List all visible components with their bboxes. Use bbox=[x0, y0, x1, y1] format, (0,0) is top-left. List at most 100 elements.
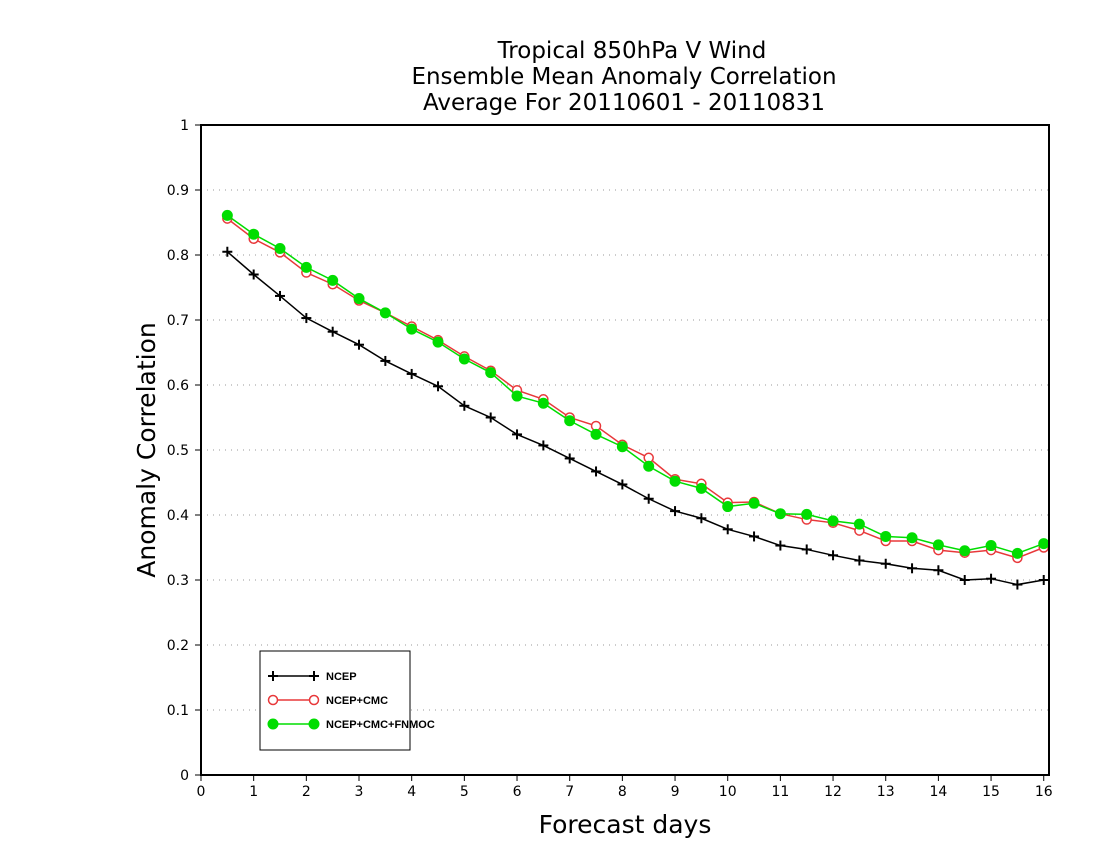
series-ncep-cmc bbox=[222, 213, 1049, 564]
filled-circle-marker bbox=[906, 532, 918, 544]
filled-circle-marker bbox=[1038, 538, 1050, 550]
y-tick-label: 0.3 bbox=[167, 573, 189, 589]
plus-marker bbox=[670, 506, 681, 517]
plus-marker bbox=[696, 513, 707, 524]
filled-circle-marker bbox=[827, 515, 839, 527]
legend-label: NCEP+CMC+FNMOC bbox=[326, 719, 435, 731]
open-circle-marker bbox=[308, 694, 320, 706]
plus-marker bbox=[591, 466, 602, 477]
filled-circle-marker bbox=[327, 274, 339, 286]
filled-circle-marker bbox=[590, 428, 602, 440]
legend-entry: NCEP+CMC+FNMOC bbox=[267, 718, 435, 731]
filled-circle-marker bbox=[248, 228, 260, 240]
title-line-1: Tropical 850hPa V Wind bbox=[497, 38, 767, 64]
filled-circle-marker bbox=[353, 293, 365, 305]
legend-label: NCEP+CMC bbox=[326, 695, 388, 707]
x-tick-label: 1 bbox=[249, 784, 258, 800]
plus-marker bbox=[959, 575, 970, 585]
legend-entries: NCEP NCEP+CMC NCEP+CMC+FNMOC bbox=[267, 671, 435, 731]
filled-circle-marker bbox=[985, 540, 997, 552]
filled-circle-marker bbox=[221, 209, 233, 221]
series-ncep bbox=[222, 246, 1049, 590]
plus-marker bbox=[1012, 579, 1023, 590]
plus-marker bbox=[775, 540, 786, 551]
x-axis-ticks: 0 1 2 3 4 5 6 7 8 9 10 11 12 13 14 15 16 bbox=[197, 775, 1053, 800]
x-tick-label: 3 bbox=[355, 784, 364, 800]
plus-marker bbox=[512, 429, 523, 440]
plus-marker bbox=[406, 368, 417, 379]
series-line bbox=[226, 218, 1045, 559]
y-axis-title: Anomaly Correlation bbox=[132, 322, 161, 577]
x-tick-label: 12 bbox=[824, 784, 842, 800]
series-line bbox=[226, 251, 1044, 586]
filled-circle-marker bbox=[1011, 547, 1023, 559]
y-tick-label: 0.5 bbox=[167, 443, 189, 459]
x-tick-label: 4 bbox=[407, 784, 416, 800]
filled-circle-marker bbox=[748, 497, 760, 509]
filled-circle-marker bbox=[458, 353, 470, 365]
plus-marker bbox=[327, 326, 338, 337]
plus-marker bbox=[268, 671, 278, 681]
filled-circle-marker bbox=[564, 415, 576, 427]
plus-marker bbox=[275, 290, 286, 301]
plus-marker bbox=[485, 412, 496, 423]
x-tick-label: 2 bbox=[302, 784, 311, 800]
y-tick-label: 0.9 bbox=[167, 183, 189, 199]
x-tick-label: 5 bbox=[460, 784, 469, 800]
filled-circle-marker bbox=[379, 307, 391, 319]
filled-circle-marker bbox=[932, 539, 944, 551]
plus-marker bbox=[880, 558, 891, 569]
plus-marker bbox=[828, 550, 839, 561]
x-tick-label: 13 bbox=[877, 784, 895, 800]
filled-circle-marker bbox=[643, 460, 655, 472]
y-tick-label: 0.4 bbox=[167, 508, 189, 524]
plus-marker bbox=[1038, 575, 1049, 585]
filled-circle-marker bbox=[308, 718, 320, 730]
plus-marker bbox=[749, 531, 760, 542]
y-tick-label: 0.8 bbox=[167, 248, 189, 264]
x-tick-label: 15 bbox=[982, 784, 1000, 800]
x-tick-label: 10 bbox=[719, 784, 737, 800]
y-tick-label: 0.7 bbox=[167, 313, 189, 329]
filled-circle-marker bbox=[722, 501, 734, 513]
plus-marker bbox=[564, 453, 575, 464]
filled-circle-marker bbox=[537, 397, 549, 409]
x-tick-label: 6 bbox=[513, 784, 522, 800]
plus-marker bbox=[617, 479, 628, 490]
filled-circle-marker bbox=[274, 243, 286, 254]
plus-marker bbox=[907, 563, 918, 574]
series-line bbox=[226, 214, 1044, 555]
filled-circle-marker bbox=[801, 508, 813, 520]
filled-circle-marker bbox=[616, 441, 628, 453]
y-axis-ticks: 0 0.1 0.2 0.3 0.4 0.5 0.6 0.7 0.8 0.9 1 bbox=[167, 118, 201, 784]
filled-circle-marker bbox=[267, 718, 279, 730]
filled-circle-marker bbox=[774, 508, 786, 520]
y-tick-label: 0 bbox=[180, 768, 189, 784]
filled-circle-marker bbox=[485, 367, 497, 379]
filled-circle-marker bbox=[511, 390, 523, 402]
title-line-3: Average For 20110601 - 20110831 bbox=[423, 90, 825, 116]
plus-marker bbox=[459, 400, 470, 411]
y-tick-label: 0.1 bbox=[167, 703, 189, 719]
y-tick-label: 0.2 bbox=[167, 638, 189, 654]
filled-circle-marker bbox=[959, 545, 971, 557]
y-tick-label: 1 bbox=[180, 118, 189, 134]
x-tick-label: 0 bbox=[197, 784, 206, 800]
filled-circle-marker bbox=[432, 336, 444, 348]
legend-entry: NCEP bbox=[268, 671, 357, 683]
x-tick-label: 14 bbox=[929, 784, 947, 800]
plus-marker bbox=[354, 339, 365, 350]
filled-circle-marker bbox=[853, 518, 865, 530]
series-layer bbox=[221, 209, 1050, 590]
filled-circle-marker bbox=[406, 323, 418, 335]
x-tick-label: 9 bbox=[671, 784, 680, 800]
plus-marker bbox=[538, 440, 549, 451]
x-tick-label: 8 bbox=[618, 784, 627, 800]
chart-title: Tropical 850hPa V Wind Ensemble Mean Ano… bbox=[411, 38, 836, 116]
open-circle-marker bbox=[267, 694, 279, 706]
series-ncep-cmc-fnmoc bbox=[221, 209, 1050, 559]
legend: NCEP NCEP+CMC NCEP+CMC+FNMOC bbox=[259, 650, 435, 751]
filled-circle-marker bbox=[669, 475, 681, 487]
plus-marker bbox=[380, 355, 391, 366]
